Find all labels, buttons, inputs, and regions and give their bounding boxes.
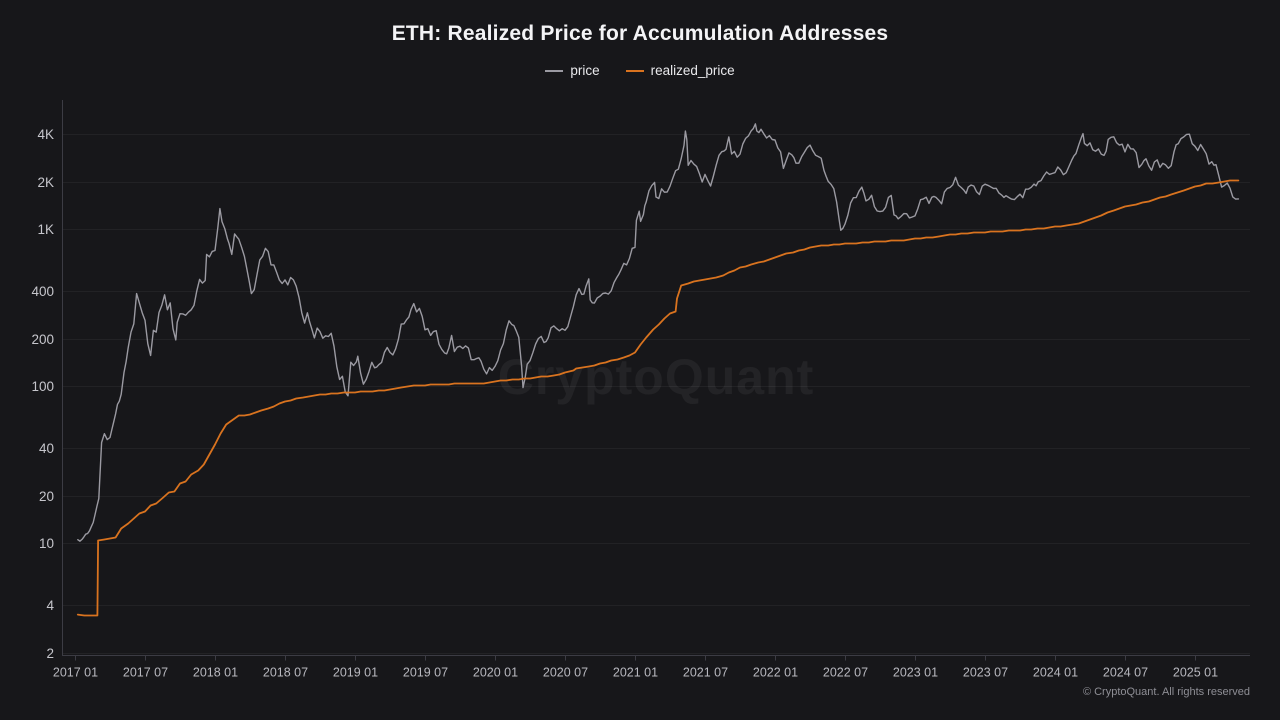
price-line-swatch bbox=[545, 69, 564, 72]
realized-price-line-swatch bbox=[625, 69, 644, 72]
x-axis-tick-label: 2022 01 bbox=[753, 666, 798, 680]
copyright-notice: © CryptoQuant. All rights reserved bbox=[1082, 686, 1250, 698]
x-axis-tick-label: 2018 01 bbox=[193, 666, 238, 680]
y-axis-tick-label: 200 bbox=[31, 332, 54, 347]
x-axis-tick-label: 2021 07 bbox=[683, 666, 728, 680]
legend-item-price[interactable]: price bbox=[545, 63, 600, 78]
x-axis-tick-label: 2024 07 bbox=[1103, 666, 1148, 680]
x-axis-tick-label: 2025 01 bbox=[1173, 666, 1218, 680]
x-axis-tick-label: 2021 01 bbox=[613, 666, 658, 680]
legend-label-realized-price: realized_price bbox=[650, 63, 735, 78]
y-axis-tick-label: 100 bbox=[31, 379, 54, 394]
chart-title: ETH: Realized Price for Accumulation Add… bbox=[391, 22, 889, 45]
legend-label-price: price bbox=[570, 63, 600, 78]
x-axis-tick-label: 2022 07 bbox=[823, 666, 868, 680]
y-axis-tick-label: 2 bbox=[46, 646, 54, 661]
x-axis-tick-label: 2024 01 bbox=[1033, 666, 1078, 680]
x-axis-tick-label: 2019 07 bbox=[403, 666, 448, 680]
x-axis-tick-label: 2019 01 bbox=[333, 666, 378, 680]
y-axis-tick-label: 4K bbox=[37, 127, 54, 142]
y-axis-tick-label: 40 bbox=[39, 441, 54, 456]
x-axis-tick-label: 2017 07 bbox=[123, 666, 168, 680]
y-axis-tick-label: 2K bbox=[37, 175, 54, 190]
y-axis-tick-label: 1K bbox=[37, 222, 54, 237]
y-axis-tick-label: 20 bbox=[39, 489, 54, 504]
realized-price-line bbox=[76, 179, 1240, 617]
x-axis-tick-label: 2018 07 bbox=[263, 666, 308, 680]
x-axis-tick-label: 2020 01 bbox=[473, 666, 518, 680]
x-axis-tick-label: 2020 07 bbox=[543, 666, 588, 680]
y-axis-tick-label: 10 bbox=[39, 536, 54, 551]
x-axis-tick-label: 2023 07 bbox=[963, 666, 1008, 680]
y-axis-tick-label: 4 bbox=[46, 598, 54, 613]
x-axis-tick-label: 2023 01 bbox=[893, 666, 938, 680]
legend-item-realized-price[interactable]: realized_price bbox=[625, 63, 735, 78]
price-line bbox=[77, 123, 1240, 542]
x-axis-tick-label: 2017 01 bbox=[53, 666, 98, 680]
y-axis-tick-label: 400 bbox=[31, 284, 54, 299]
chart-legend: price realized_price bbox=[0, 63, 1280, 78]
